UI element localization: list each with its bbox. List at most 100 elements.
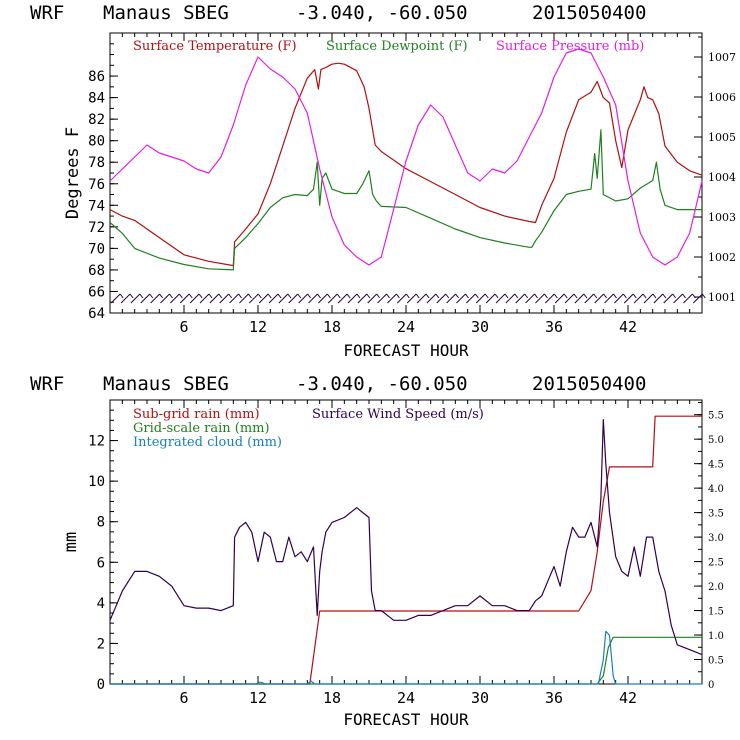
wind-barb bbox=[475, 293, 489, 304]
x-tick-label: 30 bbox=[471, 689, 489, 707]
wind-barb-shaft bbox=[525, 293, 535, 304]
series-line-2 bbox=[109, 129, 702, 271]
series-line-3 bbox=[110, 630, 702, 685]
legend-wind-speed: Surface Wind Speed (m/s) bbox=[312, 407, 484, 422]
wind-barb-flag bbox=[593, 293, 598, 299]
chart-bottom-series bbox=[109, 415, 703, 685]
wind-barb-shaft bbox=[337, 293, 348, 304]
wind-barb-flag bbox=[445, 293, 450, 299]
wind-barb bbox=[633, 293, 647, 304]
y-tick-label: 8 bbox=[97, 515, 105, 531]
series-line-3 bbox=[109, 48, 703, 266]
x-tick-label: 24 bbox=[397, 689, 415, 707]
wind-barb-shaft bbox=[436, 293, 447, 304]
wind-barb-shaft bbox=[653, 293, 664, 304]
wind-barb-shaft bbox=[130, 293, 141, 304]
wind-barb-shaft bbox=[387, 293, 397, 304]
wind-barb-shaft bbox=[396, 293, 407, 304]
wind-barb-flag bbox=[632, 293, 637, 299]
wind-barb-flag bbox=[573, 293, 578, 299]
wind-barb-flag bbox=[149, 293, 154, 299]
x-tick-label: 36 bbox=[545, 318, 563, 336]
y-tick-label: 82 bbox=[88, 112, 105, 128]
wind-barb bbox=[485, 293, 499, 304]
y-tick-label: 12 bbox=[88, 434, 105, 450]
wind-barb-flag bbox=[178, 293, 183, 299]
wind-barb bbox=[308, 293, 321, 304]
wind-barb-flag bbox=[563, 293, 568, 299]
y2-tick-label: 5.0 bbox=[708, 435, 724, 446]
wind-barb-shaft bbox=[663, 293, 674, 304]
wind-barb bbox=[140, 293, 154, 304]
wind-barb-flag bbox=[553, 293, 558, 299]
wind-barb-flag bbox=[238, 293, 242, 299]
wind-barb-flag bbox=[425, 293, 430, 299]
y2-tick-label: 1003 bbox=[708, 211, 736, 224]
wind-barb-flag bbox=[198, 293, 203, 299]
y2-tick-label: 1005 bbox=[708, 131, 736, 144]
wind-barb-flag bbox=[307, 293, 312, 299]
wind-barb-flag bbox=[613, 293, 617, 299]
wind-barb-shaft bbox=[623, 293, 634, 304]
wind-barb-shaft bbox=[377, 293, 387, 304]
wind-barb bbox=[377, 293, 390, 304]
wind-barb-shaft bbox=[229, 293, 239, 304]
wind-barb-shaft bbox=[594, 293, 604, 304]
legend-gridscale-rain: Grid-scale rain (mm) bbox=[133, 421, 270, 436]
y2-tick-label: 3.5 bbox=[708, 509, 724, 520]
legend-temperature: Surface Temperature (F) bbox=[133, 39, 297, 54]
wind-barb bbox=[347, 293, 361, 304]
x-tick-label: 18 bbox=[323, 689, 341, 707]
wind-barb-shaft bbox=[298, 293, 308, 304]
header-init-2: 2015050400 bbox=[532, 373, 646, 395]
x-tick-label: 18 bbox=[323, 318, 341, 336]
wind-barb-shaft bbox=[574, 293, 585, 304]
y-tick-label: 86 bbox=[88, 69, 105, 85]
chart-top-xlabel: FORECAST HOUR bbox=[343, 341, 469, 360]
wind-barb bbox=[199, 293, 213, 304]
y2-tick-label: 0.5 bbox=[708, 656, 724, 667]
wind-barb bbox=[663, 293, 677, 304]
wind-barb-shaft bbox=[692, 293, 703, 304]
wind-barb-shaft bbox=[239, 293, 249, 304]
wind-barb-flag bbox=[662, 293, 667, 299]
wind-barb-shaft bbox=[446, 293, 456, 304]
y2-tick-label: 2.5 bbox=[708, 558, 724, 569]
wind-barb bbox=[564, 293, 578, 304]
wind-barb bbox=[614, 293, 627, 304]
wind-barb-shaft bbox=[357, 293, 368, 304]
wind-barb-shaft bbox=[544, 293, 555, 304]
wind-barb-shaft bbox=[219, 293, 230, 304]
chart-top-ticks: 6 12 18 24 30 36 42 64 66 68 70 72 74 76 78 80 82 84 86 100… bbox=[88, 32, 736, 336]
wind-barb-flag bbox=[188, 293, 193, 299]
series-line-1 bbox=[109, 62, 703, 267]
y-tick-label: 78 bbox=[88, 155, 105, 171]
y2-tick-label: 1.0 bbox=[708, 631, 724, 642]
header-coords: -3.040, -60.050 bbox=[296, 2, 468, 24]
wind-barb bbox=[673, 293, 686, 304]
wind-barb-shaft bbox=[248, 293, 259, 304]
wind-barb bbox=[515, 293, 529, 304]
wind-barb bbox=[456, 293, 469, 304]
header-model-2: WRF bbox=[30, 373, 64, 395]
wind-barb-shaft bbox=[367, 293, 378, 304]
chart-top-series bbox=[109, 48, 703, 271]
wind-barb bbox=[505, 293, 519, 304]
header-station-2: Manaus SBEG bbox=[103, 373, 229, 395]
wind-barb-flag bbox=[139, 293, 144, 299]
wind-barb bbox=[268, 293, 282, 304]
wind-barb bbox=[544, 293, 558, 304]
wind-barb-shaft bbox=[120, 293, 131, 304]
y-tick-label: 10 bbox=[88, 474, 105, 490]
wind-barb-shaft bbox=[170, 293, 180, 304]
wind-barb bbox=[396, 293, 410, 304]
wind-barb-shaft bbox=[495, 293, 506, 304]
x-tick-label: 24 bbox=[397, 318, 415, 336]
series-line-4 bbox=[109, 419, 703, 656]
wind-barb bbox=[495, 293, 509, 304]
wind-barb bbox=[229, 293, 242, 304]
wind-barb bbox=[604, 293, 617, 304]
y-tick-label: 84 bbox=[88, 91, 105, 107]
wind-barb bbox=[446, 293, 460, 304]
header-coords-2: -3.040, -60.050 bbox=[296, 373, 468, 395]
